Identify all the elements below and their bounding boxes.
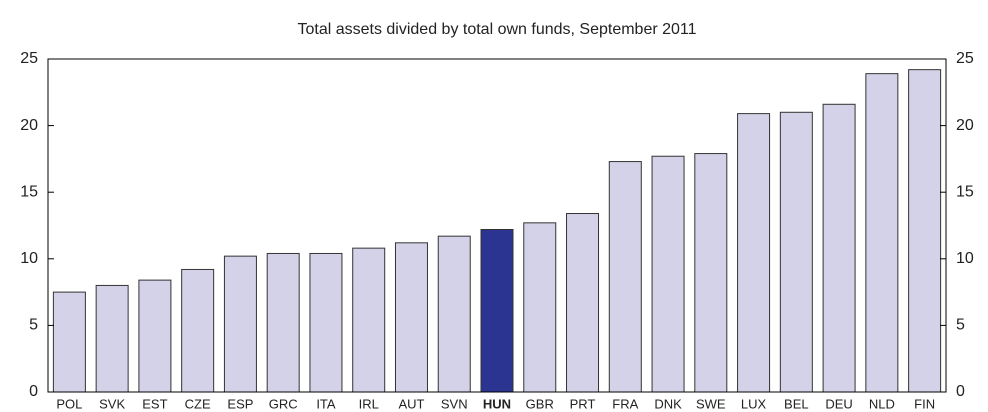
bar: [566, 213, 600, 393]
y-tick-label: 0: [29, 383, 38, 400]
x-tick-label: GBR: [526, 396, 554, 411]
x-tick-label: CZE: [185, 396, 211, 411]
y2-tick-label: 20: [956, 117, 974, 134]
x-tick-label: DEU: [825, 396, 852, 411]
x-tick-label: POL: [56, 396, 82, 411]
bar: [394, 242, 428, 393]
x-tick-label: GRC: [269, 396, 298, 411]
bar: [138, 279, 172, 393]
bar: [694, 153, 728, 393]
y-tick-label: 15: [20, 183, 38, 200]
bar: [181, 268, 215, 393]
x-tick-label: ESP: [227, 396, 253, 411]
x-tick-label: HUN: [483, 396, 511, 411]
bar: [223, 255, 257, 393]
bar: [737, 113, 771, 393]
bar: [523, 222, 557, 393]
bar: [352, 247, 386, 393]
bar: [865, 73, 899, 393]
bar: [266, 252, 300, 393]
x-tick-label: FIN: [914, 396, 935, 411]
bar: [608, 161, 642, 393]
y2-tick-label: 10: [956, 250, 974, 267]
bar: [651, 155, 685, 393]
bar: [52, 291, 86, 393]
x-tick-label: SWE: [696, 396, 726, 411]
bar: [908, 69, 942, 393]
chart-title: Total assets divided by total own funds,…: [297, 21, 696, 38]
bar: [480, 228, 514, 393]
x-tick-label: FRA: [612, 396, 638, 411]
y2-tick-label: 15: [956, 183, 974, 200]
plot-frame: [47, 58, 947, 393]
x-tick-label: SVK: [99, 396, 125, 411]
x-tick-label: ITA: [316, 396, 336, 411]
bar: [437, 235, 471, 393]
x-tick-label: DNK: [654, 396, 682, 411]
x-tick-label: PRT: [570, 396, 596, 411]
bar: [779, 111, 813, 393]
x-tick-label: EST: [142, 396, 167, 411]
y-tick-label: 5: [29, 317, 38, 334]
bar: [822, 103, 856, 393]
x-tick-label: BEL: [784, 396, 809, 411]
y2-tick-label: 25: [956, 50, 974, 67]
y2-tick-label: 5: [956, 317, 965, 334]
x-tick-label: SVN: [441, 396, 468, 411]
y-tick-label: 25: [20, 50, 38, 67]
x-tick-label: AUT: [398, 396, 424, 411]
x-tick-label: NLD: [869, 396, 895, 411]
y-tick-label: 20: [20, 117, 38, 134]
y-tick-label: 10: [20, 250, 38, 267]
x-tick-label: LUX: [741, 396, 767, 411]
bar: [95, 284, 129, 393]
bar: [309, 252, 343, 393]
x-tick-label: IRL: [359, 396, 379, 411]
y2-tick-label: 0: [956, 383, 965, 400]
